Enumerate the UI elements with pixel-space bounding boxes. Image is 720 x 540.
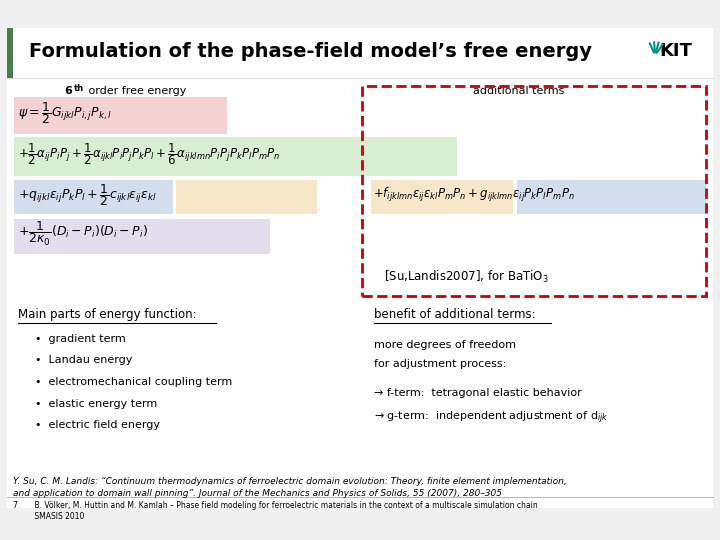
Text: order free energy: order free energy [85, 86, 186, 96]
Text: •  Landau energy: • Landau energy [35, 355, 132, 366]
Bar [14, 137, 457, 176]
Bar [7, 32, 713, 508]
Text: 7       B. Völker, M. Huttin and M. Kamlah – Phase field modeling for ferroelect: 7 B. Völker, M. Huttin and M. Kamlah – P… [13, 501, 538, 510]
Text: SMASIS 2010: SMASIS 2010 [13, 512, 84, 521]
Text: $+q_{ijkl}\epsilon_{ij}P_kP_l + \dfrac{1}{2}c_{ijkl}\epsilon_{ij}\epsilon_{kl}$: $+q_{ijkl}\epsilon_{ij}P_kP_l + \dfrac{1… [18, 183, 157, 208]
Bar [176, 180, 317, 214]
Text: $+\dfrac{1}{2\kappa_0}(D_i - P_i)(D_i - P_i)$: $+\dfrac{1}{2\kappa_0}(D_i - P_i)(D_i - … [18, 220, 148, 248]
Text: benefit of additional terms:: benefit of additional terms: [374, 308, 536, 321]
Text: additional terms: additional terms [473, 86, 564, 96]
Text: → f-term:  tetragonal elastic behavior: → f-term: tetragonal elastic behavior [374, 388, 582, 398]
Bar [14, 180, 173, 214]
Text: and application to domain wall pinning”. Journal of the Mechanics and Physics of: and application to domain wall pinning”.… [13, 489, 502, 498]
Text: for adjustment process:: for adjustment process: [374, 359, 507, 369]
Text: $+f_{ijklmn}\epsilon_{ij}\epsilon_{kl}P_mP_n + g_{ijklmn}\epsilon_{ij}P_kP_lP_mP: $+f_{ijklmn}\epsilon_{ij}\epsilon_{kl}P_… [373, 186, 575, 205]
Text: 6: 6 [64, 86, 72, 96]
Text: more degrees of freedom: more degrees of freedom [374, 340, 516, 350]
Bar [14, 97, 227, 134]
Text: th: th [74, 84, 84, 93]
Text: Main parts of energy function:: Main parts of energy function: [18, 308, 197, 321]
Text: •  electromechanical coupling term: • electromechanical coupling term [35, 377, 232, 387]
Text: → g-term:  independent adjustment of d$_{ijk}$: → g-term: independent adjustment of d$_{… [374, 409, 608, 426]
Text: $+\dfrac{1}{2}\alpha_{ij}P_iP_j + \dfrac{1}{2}\alpha_{ijkl}P_iP_jP_kP_l + \dfrac: $+\dfrac{1}{2}\alpha_{ij}P_iP_j + \dfrac… [18, 141, 280, 167]
Bar [7, 28, 13, 78]
Text: •  gradient term: • gradient term [35, 334, 125, 344]
Text: •  electric field energy: • electric field energy [35, 420, 160, 430]
Text: Formulation of the phase-field model’s free energy: Formulation of the phase-field model’s f… [29, 42, 592, 61]
Text: •  elastic energy term: • elastic energy term [35, 399, 157, 409]
Bar [371, 180, 513, 214]
Text: [Su,Landis2007], for BaTiO$_3$: [Su,Landis2007], for BaTiO$_3$ [384, 268, 549, 285]
Bar [517, 180, 706, 214]
Bar [13, 28, 713, 78]
Bar [14, 219, 270, 254]
Text: $\psi = \dfrac{1}{2}G_{ijkl}P_{i,j}P_{k,l}$: $\psi = \dfrac{1}{2}G_{ijkl}P_{i,j}P_{k,… [18, 100, 112, 126]
Bar [362, 86, 706, 296]
Text: KIT: KIT [659, 42, 692, 60]
Text: Y. Su, C. M. Landis: “Continuum thermodynamics of ferroelectric domain evolution: Y. Su, C. M. Landis: “Continuum thermody… [13, 477, 567, 487]
